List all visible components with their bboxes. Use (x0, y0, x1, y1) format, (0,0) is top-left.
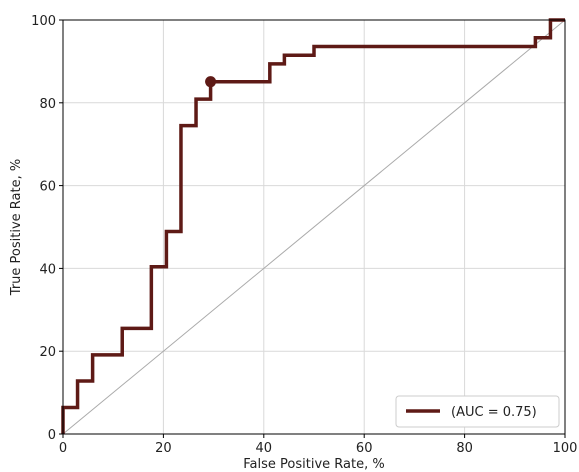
x-tick-label: 0 (59, 441, 67, 456)
legend-box (395, 395, 560, 428)
grid-lines (62, 19, 566, 435)
y-tick-label: 0 (48, 428, 56, 443)
roc-curve-line (61, 18, 565, 434)
series-layer (61, 18, 566, 435)
x-tick-label: 40 (256, 441, 273, 456)
optimal-threshold-marker (205, 76, 217, 88)
chance-diagonal-line (62, 19, 566, 435)
x-tick-label: 20 (155, 441, 172, 456)
y-tick-label: 80 (39, 97, 56, 112)
y-tick-label: 20 (39, 345, 56, 360)
x-tick-label: 80 (456, 441, 473, 456)
x-tick-label: 100 (553, 441, 578, 456)
x-axis-title: False Positive Rate, % (243, 457, 384, 472)
legend-label: (AUC = 0.75) (451, 405, 537, 420)
plot-frame (62, 19, 566, 435)
axis-ticks: 0 20 40 60 80 100 0 20 40 60 80 100 (31, 14, 577, 456)
y-tick-label: 100 (31, 14, 56, 29)
y-axis-title: True Positive Rate, % (9, 159, 24, 296)
y-tick-label: 60 (39, 180, 56, 195)
x-tick-label: 60 (356, 441, 373, 456)
y-tick-label: 40 (39, 262, 56, 277)
legend: (AUC = 0.75) (395, 395, 560, 428)
